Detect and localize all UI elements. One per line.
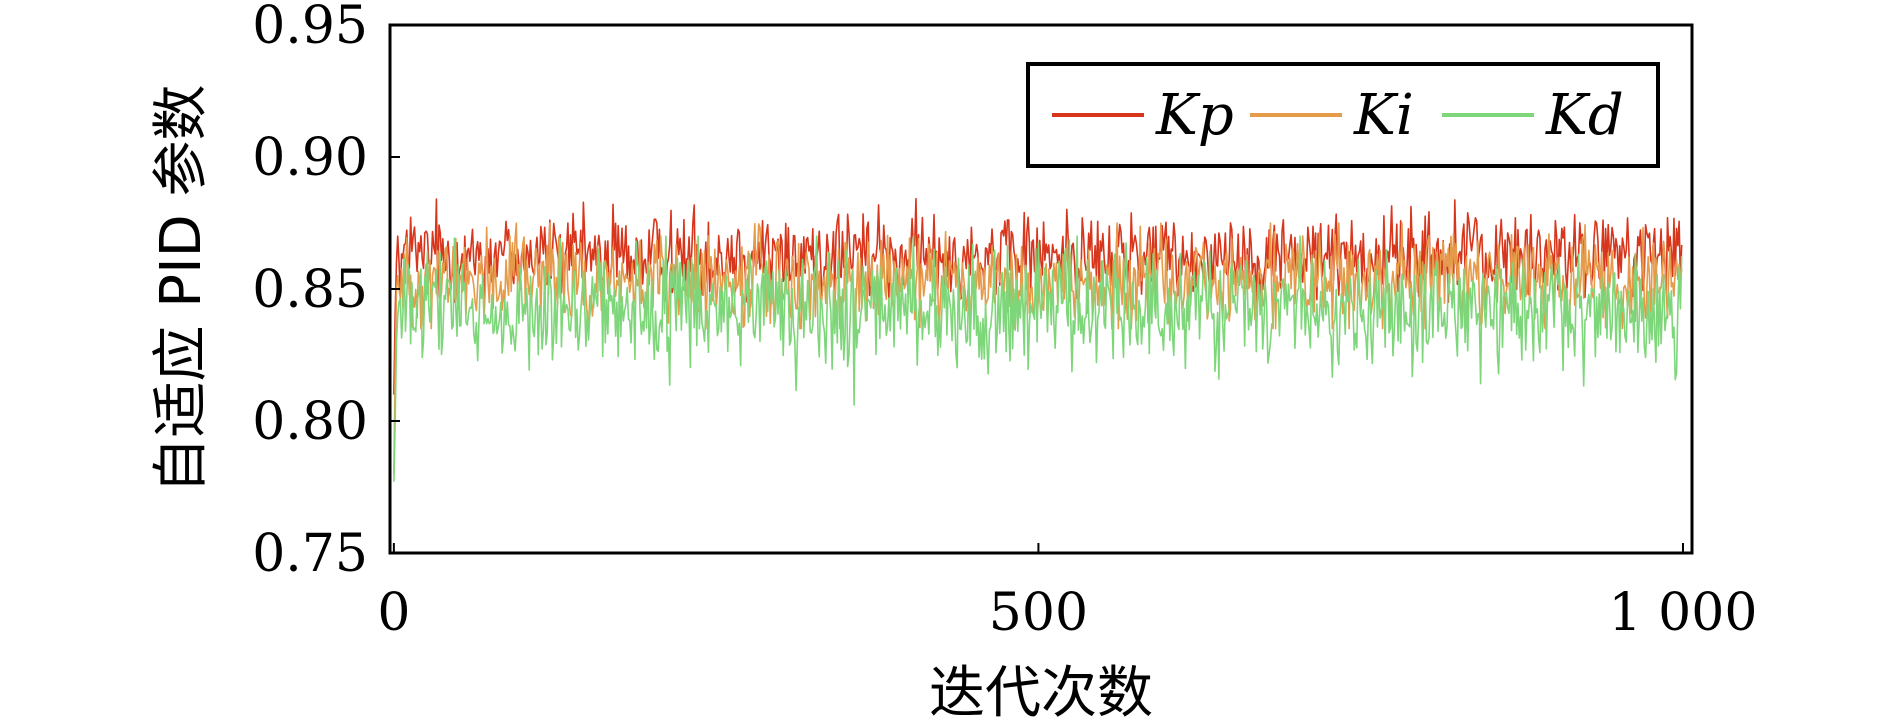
- ticks-layer: [390, 24, 1684, 554]
- x-tick-label: 1 000: [1609, 583, 1758, 643]
- tick-labels-layer: 0 500 1 000 0.75 0.80 0.85 0.90 0.95: [252, 0, 1757, 643]
- legend-label-ki: Ki: [1353, 83, 1414, 148]
- y-tick-label: 0.80: [252, 392, 368, 452]
- legend-label-kp: Kp: [1155, 83, 1234, 148]
- x-axis-title: 迭代次数: [929, 661, 1153, 722]
- y-tick-label: 0.85: [252, 260, 368, 320]
- y-tick-label: 0.95: [252, 0, 368, 56]
- legend-label-kd: Kd: [1545, 83, 1624, 148]
- y-tick-label: 0.90: [252, 128, 368, 188]
- legend-items: Kp Ki Kd: [1052, 83, 1624, 148]
- series-layer: [393, 197, 1683, 482]
- series-line-kd: [393, 235, 1683, 482]
- legend: Kp Ki Kd: [1026, 62, 1660, 168]
- x-tick-label: 0: [377, 583, 410, 643]
- x-tick-label: 500: [989, 583, 1088, 643]
- y-tick-label: 0.75: [252, 524, 368, 584]
- y-axis-title: 自适应 PID 参数: [149, 84, 214, 493]
